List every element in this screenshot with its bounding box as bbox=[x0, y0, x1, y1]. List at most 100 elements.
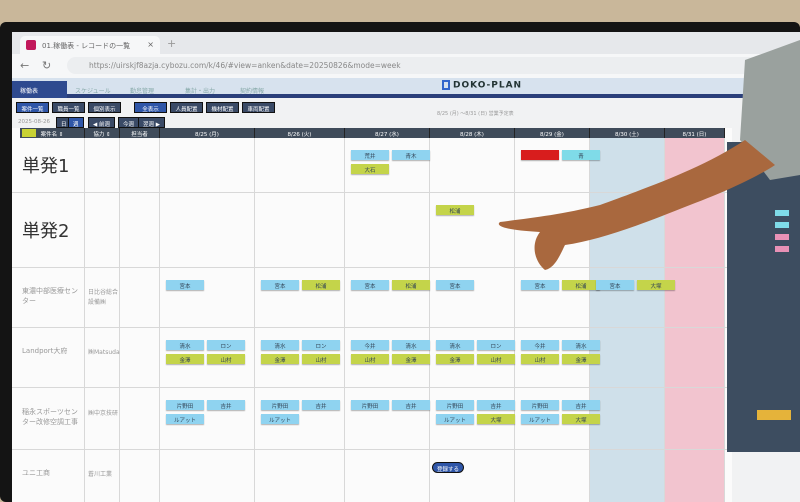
staff-chip[interactable]: 大塚 bbox=[637, 280, 675, 290]
staff-chip[interactable]: 松浦 bbox=[436, 205, 474, 215]
staff-chip[interactable]: 今井 bbox=[521, 340, 559, 350]
project-name[interactable]: 東濃中部医療センター bbox=[22, 287, 78, 305]
day-column bbox=[345, 138, 430, 502]
staff-chip[interactable]: 金澤 bbox=[436, 354, 474, 364]
staff-chip[interactable]: 片野田 bbox=[351, 400, 389, 410]
staff-chip[interactable]: 松浦 bbox=[392, 280, 430, 290]
staff-chip[interactable]: ロン bbox=[302, 340, 340, 350]
day-column bbox=[160, 138, 255, 502]
staff-chip[interactable]: 吉井 bbox=[207, 400, 245, 410]
staff-chip[interactable]: 大石 bbox=[351, 164, 389, 174]
reload-icon[interactable]: ↻ bbox=[42, 59, 52, 72]
staff-chip[interactable]: 青 bbox=[562, 150, 600, 160]
nav-tab[interactable]: 勤怠管理 bbox=[130, 88, 155, 95]
staff-chip[interactable]: 松浦 bbox=[562, 280, 600, 290]
staff-chip[interactable] bbox=[521, 150, 559, 160]
column-header[interactable]: 案件名 ⇕ bbox=[20, 128, 85, 138]
day-column bbox=[255, 138, 345, 502]
day-column bbox=[430, 138, 515, 502]
staff-chip[interactable]: 金澤 bbox=[261, 354, 299, 364]
staff-chip[interactable]: 今井 bbox=[351, 340, 389, 350]
toolbar-button[interactable]: 個別表示 bbox=[88, 102, 121, 113]
nav-tab[interactable]: 稼働表 bbox=[12, 81, 67, 98]
date-input[interactable]: 2025-08-26 bbox=[18, 119, 50, 125]
table-row[interactable] bbox=[12, 328, 732, 388]
column-header[interactable]: 協力 ⇕ bbox=[85, 128, 120, 138]
staff-chip[interactable]: 宮本 bbox=[596, 280, 634, 290]
table-row[interactable] bbox=[12, 450, 732, 502]
filter-button[interactable]: 車両配置 bbox=[242, 102, 275, 113]
project-name[interactable]: Landport大府 bbox=[22, 347, 68, 355]
project-name[interactable]: 単発1 bbox=[22, 155, 70, 177]
nav-tab[interactable]: 集計・出力 bbox=[185, 88, 216, 95]
staff-chip[interactable]: 片野田 bbox=[166, 400, 204, 410]
tab-title: 01.稼働表 - レコードの一覧 bbox=[42, 42, 131, 50]
staff-chip[interactable]: 山村 bbox=[302, 354, 340, 364]
staff-chip[interactable]: 金澤 bbox=[562, 354, 600, 364]
staff-chip[interactable]: 吉井 bbox=[477, 400, 515, 410]
table-row[interactable] bbox=[12, 193, 732, 268]
table-row[interactable] bbox=[12, 138, 732, 193]
nav-tab[interactable]: スケジュール bbox=[75, 88, 111, 95]
column-header[interactable]: 担当者 bbox=[120, 128, 160, 138]
next-week-button[interactable]: 翌週 ▶ bbox=[138, 117, 165, 128]
staff-chip[interactable]: 清水 bbox=[392, 340, 430, 350]
staff-chip[interactable]: 吉井 bbox=[562, 400, 600, 410]
staff-chip[interactable]: 宮本 bbox=[351, 280, 389, 290]
staff-chip[interactable]: 清水 bbox=[436, 340, 474, 350]
new-tab-icon[interactable]: + bbox=[167, 37, 177, 50]
staff-chip[interactable]: 片野田 bbox=[261, 400, 299, 410]
project-name[interactable]: 単発2 bbox=[22, 220, 70, 242]
staff-chip[interactable]: 金澤 bbox=[392, 354, 430, 364]
staff-chip[interactable]: 吉井 bbox=[302, 400, 340, 410]
table-row[interactable] bbox=[12, 388, 732, 450]
staff-chip[interactable]: 山村 bbox=[351, 354, 389, 364]
staff-chip[interactable]: 大塚 bbox=[477, 414, 515, 424]
save-button[interactable]: 登録する bbox=[432, 462, 465, 473]
table-row[interactable] bbox=[12, 268, 732, 328]
this-week-button[interactable]: 今週 bbox=[118, 117, 140, 128]
week-view-button[interactable]: 週 bbox=[68, 117, 84, 128]
toolbar-button[interactable]: 案件一覧 bbox=[16, 102, 49, 113]
staff-chip[interactable]: 清水 bbox=[562, 340, 600, 350]
side-action-button[interactable] bbox=[757, 410, 791, 420]
staff-chip[interactable]: 山村 bbox=[477, 354, 515, 364]
staff-chip[interactable]: 宮本 bbox=[521, 280, 559, 290]
staff-chip[interactable]: 宮本 bbox=[436, 280, 474, 290]
staff-chip[interactable]: ルアット bbox=[521, 414, 559, 424]
filter-button[interactable]: 機材配置 bbox=[206, 102, 239, 113]
staff-chip[interactable]: ルアット bbox=[261, 414, 299, 424]
app-nav: DOKO-PLAN 稼働表 スケジュール 勤怠管理 集計・出力 契約情報 bbox=[12, 78, 800, 98]
staff-chip[interactable]: 松浦 bbox=[302, 280, 340, 290]
back-icon[interactable]: ← bbox=[20, 59, 30, 72]
url-input[interactable]: https://uirskjf8azja.cybozu.com/k/46/#vi… bbox=[67, 57, 767, 74]
browser-tab[interactable]: 01.稼働表 - レコードの一覧 × bbox=[20, 36, 160, 54]
staff-chip[interactable]: 金澤 bbox=[166, 354, 204, 364]
staff-chip[interactable]: ロン bbox=[207, 340, 245, 350]
staff-chip[interactable]: 宮本 bbox=[261, 280, 299, 290]
staff-chip[interactable]: 片野田 bbox=[521, 400, 559, 410]
staff-chip[interactable]: 清水 bbox=[166, 340, 204, 350]
staff-chip[interactable]: 山村 bbox=[521, 354, 559, 364]
staff-chip[interactable]: 大塚 bbox=[562, 414, 600, 424]
staff-chip[interactable]: 荒井 bbox=[351, 150, 389, 160]
filter-button[interactable]: 全表示 bbox=[134, 102, 167, 113]
staff-chip[interactable]: 宮本 bbox=[166, 280, 204, 290]
project-name[interactable]: 稲永スポーツセンター改修空調工事 bbox=[22, 408, 78, 426]
staff-chip[interactable]: ロン bbox=[477, 340, 515, 350]
day-header: 8/26 (火) bbox=[255, 128, 345, 138]
staff-chip[interactable]: 吉井 bbox=[392, 400, 430, 410]
close-tab-icon[interactable]: × bbox=[147, 40, 154, 49]
staff-chip[interactable]: ルアット bbox=[166, 414, 204, 424]
prev-week-button[interactable]: ◀ 前週 bbox=[88, 117, 115, 128]
project-name[interactable]: ユニ工商 bbox=[22, 469, 50, 477]
filter-button[interactable]: 人員配置 bbox=[170, 102, 203, 113]
staff-chip[interactable]: ルアット bbox=[436, 414, 474, 424]
toolbar-button[interactable]: 職員一覧 bbox=[52, 102, 85, 113]
app-favicon-icon bbox=[26, 40, 36, 50]
staff-chip[interactable]: 青木 bbox=[392, 150, 430, 160]
nav-tab[interactable]: 契約情報 bbox=[240, 88, 265, 95]
staff-chip[interactable]: 片野田 bbox=[436, 400, 474, 410]
staff-chip[interactable]: 山村 bbox=[207, 354, 245, 364]
staff-chip[interactable]: 清水 bbox=[261, 340, 299, 350]
